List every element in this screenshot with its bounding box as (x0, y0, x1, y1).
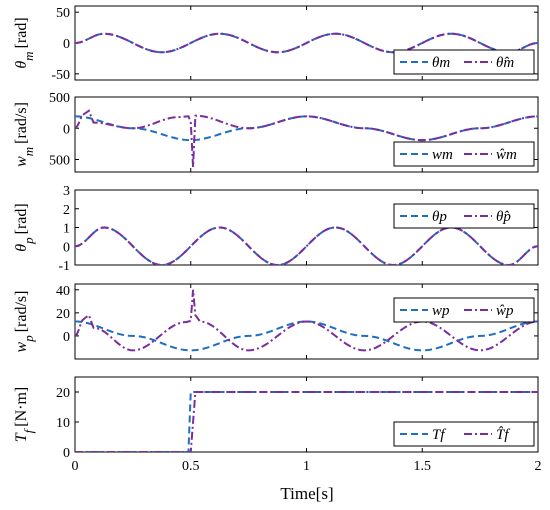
y-tick-label: 0 (63, 240, 70, 255)
y-tick-label: 40 (56, 284, 70, 299)
legend-label-actual: wp (432, 303, 450, 319)
legend-label-estimate: θ̂m (496, 55, 514, 71)
subplot-4: 0 20 40 wp [rad/s] wp ŵp (13, 283, 539, 360)
legend: wm ŵm (393, 141, 535, 167)
subplot-1: -50 0 50 θm [rad] θm θ̂m (13, 5, 539, 83)
y-axis-unit: [rad/s] (13, 102, 30, 144)
series-line-estimate (75, 226, 538, 265)
legend-label-estimate: ŵp (496, 303, 514, 319)
y-axis-sub: m (21, 51, 36, 60)
series-line-actual (75, 391, 538, 452)
y-tick-label: 0 (63, 37, 70, 52)
y-tick-label: 2 (63, 203, 70, 218)
legend-label-actual: θp (432, 209, 447, 225)
subplot-3: -1 0 1 2 3 θp [rad] θp θ̂p (13, 184, 539, 274)
legend: Tf T̂f (393, 421, 535, 447)
x-tick-label: 0 (72, 459, 79, 474)
y-axis-var: θ (13, 61, 30, 69)
y-axis-label: θm [rad] (13, 17, 36, 68)
subplot-2: 500 0 500 wm [rad/s] wm ŵm (13, 91, 539, 173)
y-axis-sub: p (21, 237, 36, 245)
y-axis-label: Tf[N·m] (13, 387, 36, 443)
series-line-estimate (75, 109, 538, 168)
y-axis-sub: m (21, 147, 36, 156)
series-line-estimate (75, 32, 538, 54)
x-tick-label: 1 (303, 459, 310, 474)
legend-label-estimate: T̂f (496, 427, 510, 443)
series-line-actual (75, 115, 538, 142)
legend: θm θ̂m (393, 49, 535, 75)
series-line-estimate (75, 289, 538, 352)
y-tick-label: 3 (63, 184, 70, 199)
y-tick-label: 0 (63, 330, 70, 345)
y-tick-label: 1 (63, 222, 70, 237)
y-axis-unit: [N·m] (13, 387, 30, 427)
legend: wp ŵp (393, 297, 535, 323)
y-axis-unit: [rad] (13, 17, 30, 48)
y-tick-label: 500 (49, 91, 70, 106)
legend-label-actual: θm (432, 55, 450, 71)
x-axis-group: Time[s] (280, 484, 333, 503)
x-tick-label: 1.5 (414, 459, 432, 474)
y-axis-var: w (13, 156, 30, 167)
y-axis-var: T (13, 432, 30, 442)
y-axis-label: θp [rad] (13, 203, 36, 251)
series-line-actual (75, 320, 538, 352)
y-axis-label: wp [rad/s] (13, 291, 36, 353)
y-axis-sub: f (21, 427, 36, 433)
legend-label-estimate: θ̂p (496, 209, 511, 225)
y-tick-label: 50 (56, 6, 70, 21)
x-tick-label: 0.5 (182, 459, 200, 474)
y-tick-label: 0 (63, 446, 70, 461)
y-tick-label: 0 (63, 122, 70, 137)
y-tick-label: 10 (56, 416, 70, 431)
y-axis-var: θ (13, 244, 30, 252)
legend-label-estimate: ŵm (496, 147, 517, 163)
legend-label-actual: wm (432, 147, 453, 163)
y-tick-label: -1 (58, 259, 70, 274)
y-tick-label: 20 (56, 386, 70, 401)
y-axis-unit: [rad/s] (13, 291, 30, 333)
y-tick-label: -50 (51, 68, 70, 83)
y-axis-var: w (13, 341, 30, 352)
y-axis-unit: [rad] (13, 203, 30, 234)
y-tick-label: 500 (49, 154, 70, 169)
x-tick-label: 2 (535, 459, 542, 474)
y-tick-label: 20 (56, 307, 70, 322)
legend-label-actual: Tf (432, 427, 446, 443)
y-axis-sub: p (21, 335, 36, 343)
x-axis-label: Time[s] (280, 484, 333, 503)
y-axis-label: wm [rad/s] (13, 102, 36, 167)
legend: θp θ̂p (393, 203, 535, 229)
